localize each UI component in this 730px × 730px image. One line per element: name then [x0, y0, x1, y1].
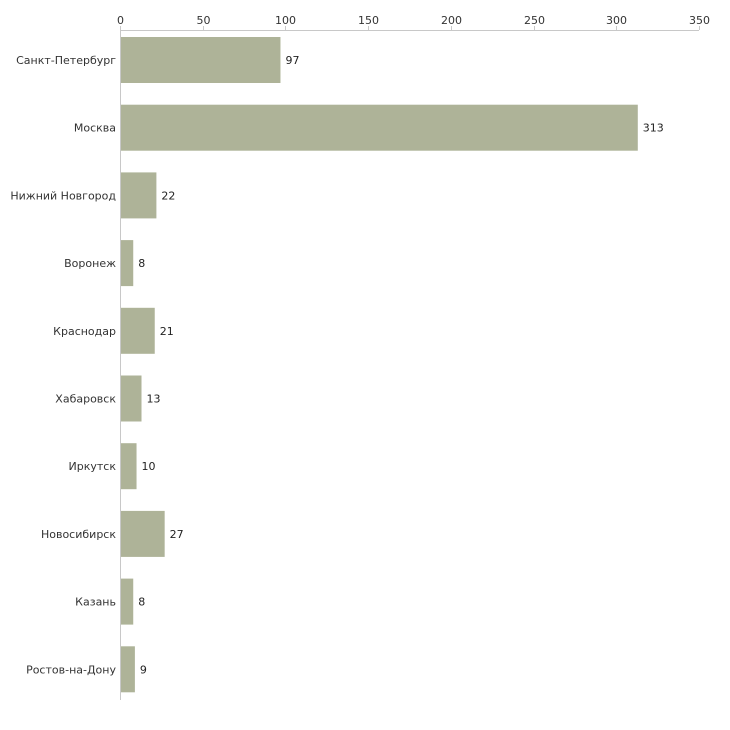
bar-value-label: 8: [138, 257, 145, 270]
bar-value-label: 97: [285, 54, 299, 67]
bar: [121, 104, 638, 151]
bar-value-label: 21: [160, 325, 174, 338]
axis-layer: 0 50 100 150 200 250 300 350: [117, 14, 710, 700]
bar: [121, 240, 134, 287]
x-tick-label: 50: [197, 14, 211, 27]
x-tick-label: 150: [358, 14, 379, 27]
label-layer: Санкт-Петербург 97 Москва 313 Нижний Новгоро…: [10, 54, 663, 676]
bar-value-label: 9: [140, 663, 147, 676]
x-tick-label: 100: [275, 14, 296, 27]
bar-value-label: 27: [170, 528, 184, 541]
x-tick-label: 250: [524, 14, 545, 27]
bar: [121, 37, 281, 83]
category-label: Казань: [75, 596, 116, 609]
bar-value-label: 22: [161, 189, 175, 202]
category-label: Хабаровск: [55, 393, 116, 406]
bar: [121, 307, 155, 354]
category-label: Москва: [74, 122, 116, 135]
category-label: Краснодар: [53, 325, 116, 338]
category-label: Нижний Новгород: [10, 189, 116, 202]
bar-value-label: 13: [147, 393, 161, 406]
category-label: Иркутск: [69, 460, 117, 473]
bar-layer: [121, 37, 638, 693]
bar: [121, 172, 157, 219]
category-label: Воронеж: [64, 257, 116, 270]
bar-value-label: 10: [142, 460, 156, 473]
x-tick-label: 200: [441, 14, 462, 27]
bar-value-label: 8: [138, 596, 145, 609]
x-tick-label: 0: [117, 14, 124, 27]
bar: [121, 578, 134, 625]
bar: [121, 510, 165, 557]
category-label: Ростов-на-Дону: [26, 663, 116, 676]
bar: [121, 443, 137, 490]
bar: [121, 646, 135, 693]
bar: [121, 375, 142, 422]
category-label: Новосибирск: [41, 528, 116, 541]
bar-value-label: 313: [643, 122, 664, 135]
category-label: Санкт-Петербург: [16, 54, 116, 67]
x-tick-label: 300: [606, 14, 627, 27]
x-tick-label: 350: [689, 14, 710, 27]
